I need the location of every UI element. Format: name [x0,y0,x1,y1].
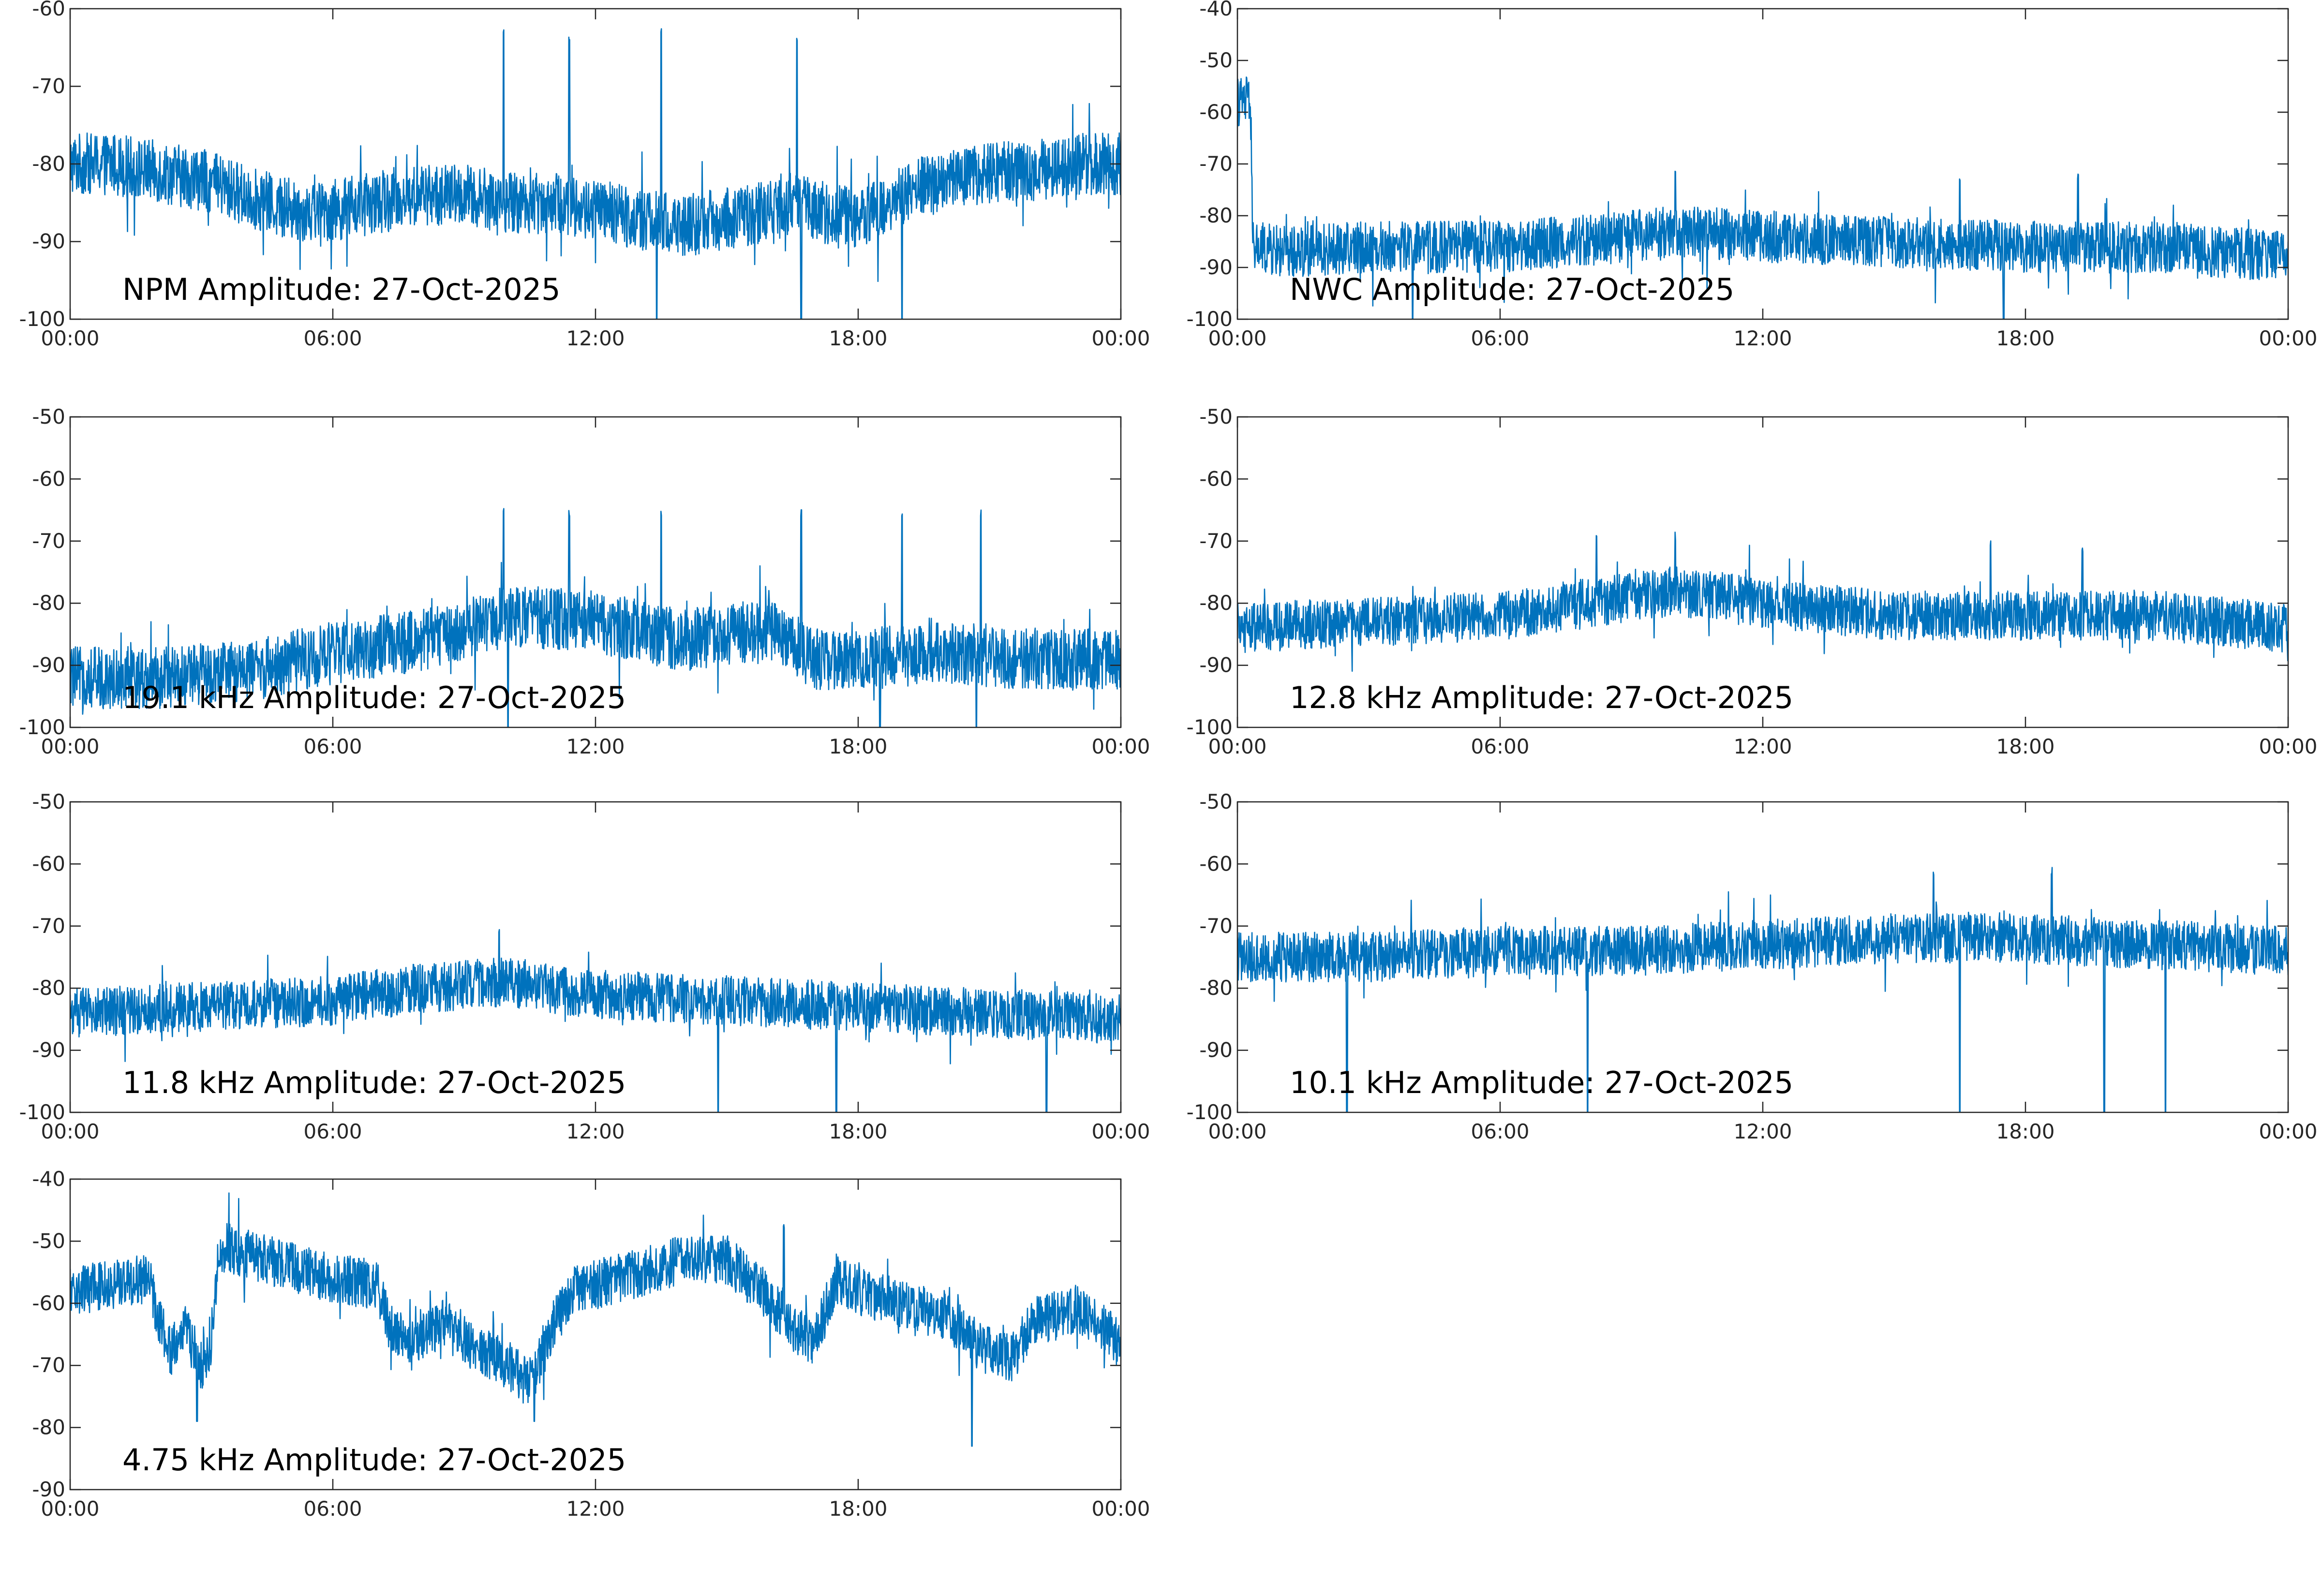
y-tick-label: -90 [32,653,65,677]
x-tick-label: 12:00 [1733,326,1792,350]
y-tick-label: -60 [32,1291,65,1315]
series-trace-4-75-khz [70,1192,1121,1447]
x-tick-label: 00:00 [41,326,99,350]
chart-title: 11.8 kHz Amplitude: 27-Oct-2025 [122,1065,626,1100]
y-tick-label: -90 [32,1478,65,1501]
y-tick-label: -50 [1199,405,1233,429]
x-tick-label: 18:00 [829,326,887,350]
y-tick-label: -60 [1199,852,1233,875]
y-tick-label: -80 [1199,204,1233,227]
y-tick-label: -50 [32,790,65,813]
y-tick-label: -60 [32,467,65,490]
chart-title: 19.1 kHz Amplitude: 27-Oct-2025 [122,680,626,715]
x-tick-label: 18:00 [1996,1120,2054,1143]
x-tick-label: 18:00 [1996,326,2054,350]
chart-title: 10.1 kHz Amplitude: 27-Oct-2025 [1290,1065,1793,1100]
series-trace-10-1-khz [1237,867,2288,1112]
x-tick-label: 06:00 [303,326,362,350]
x-tick-label: 00:00 [2259,735,2317,758]
x-tick-label: 06:00 [303,1120,362,1143]
chart-title: 4.75 kHz Amplitude: 27-Oct-2025 [122,1442,626,1478]
x-tick-label: 00:00 [2259,1120,2317,1143]
y-tick-label: -70 [32,1353,65,1377]
y-tick-label: -100 [1187,307,1233,331]
x-tick-label: 00:00 [41,735,99,758]
x-tick-label: 12:00 [566,735,625,758]
x-tick-label: 00:00 [41,1497,99,1521]
y-tick-label: -90 [1199,255,1233,279]
y-tick-label: -100 [19,1100,65,1124]
x-tick-label: 06:00 [1471,1120,1529,1143]
x-tick-label: 00:00 [1208,326,1266,350]
y-tick-label: -100 [1187,1100,1233,1124]
y-tick-label: -70 [1199,529,1233,553]
y-tick-label: -70 [32,529,65,553]
x-tick-label: 00:00 [1091,1120,1150,1143]
series-trace-11-8-khz [70,929,1121,1112]
x-tick-label: 18:00 [829,1497,887,1521]
x-tick-label: 12:00 [1733,735,1792,758]
x-tick-label: 00:00 [41,1120,99,1143]
x-tick-label: 12:00 [566,1120,625,1143]
y-tick-label: -70 [1199,914,1233,938]
y-tick-label: -80 [1199,591,1233,615]
y-tick-label: -100 [19,307,65,331]
x-tick-label: 12:00 [566,326,625,350]
y-tick-label: -40 [32,1167,65,1191]
y-tick-label: -50 [1199,790,1233,813]
x-tick-label: 00:00 [2259,326,2317,350]
x-tick-label: 06:00 [1471,735,1529,758]
x-tick-label: 18:00 [1996,735,2054,758]
y-tick-label: -80 [32,1416,65,1439]
y-tick-label: -70 [1199,152,1233,176]
y-tick-label: -50 [1199,48,1233,72]
x-tick-label: 18:00 [829,1120,887,1143]
series-trace-nwc [1237,76,2288,319]
y-tick-label: -80 [32,152,65,176]
x-tick-label: 12:00 [1733,1120,1792,1143]
chart-title: NPM Amplitude: 27-Oct-2025 [122,272,561,307]
y-tick-label: -70 [32,74,65,98]
y-tick-label: -50 [32,1229,65,1253]
y-tick-label: -90 [1199,1038,1233,1062]
x-tick-label: 06:00 [1471,326,1529,350]
x-tick-label: 12:00 [566,1497,625,1521]
y-tick-label: -60 [1199,467,1233,490]
y-tick-label: -60 [32,0,65,20]
y-tick-label: -50 [32,405,65,429]
series-trace-npm [70,28,1121,319]
x-tick-label: 00:00 [1091,326,1150,350]
chart-title: NWC Amplitude: 27-Oct-2025 [1290,272,1734,307]
y-tick-label: -70 [32,914,65,938]
y-tick-label: -80 [1199,976,1233,1000]
x-tick-label: 00:00 [1091,735,1150,758]
y-tick-label: -80 [32,591,65,615]
x-tick-label: 00:00 [1208,1120,1266,1143]
y-tick-label: -100 [19,715,65,739]
y-tick-label: -60 [1199,100,1233,124]
y-tick-label: -80 [32,976,65,1000]
x-tick-label: 18:00 [829,735,887,758]
x-tick-label: 06:00 [303,1497,362,1521]
x-tick-label: 00:00 [1208,735,1266,758]
series-trace-19-1-khz [70,508,1121,727]
y-tick-label: -60 [32,852,65,875]
y-tick-label: -100 [1187,715,1233,739]
y-tick-label: -90 [32,230,65,253]
x-tick-label: 06:00 [303,735,362,758]
y-tick-label: -40 [1199,0,1233,20]
x-tick-label: 00:00 [1091,1497,1150,1521]
series-trace-12-8-khz [1237,532,2288,672]
y-tick-label: -90 [32,1038,65,1062]
y-tick-label: -90 [1199,653,1233,677]
chart-title: 12.8 kHz Amplitude: 27-Oct-2025 [1290,680,1793,715]
